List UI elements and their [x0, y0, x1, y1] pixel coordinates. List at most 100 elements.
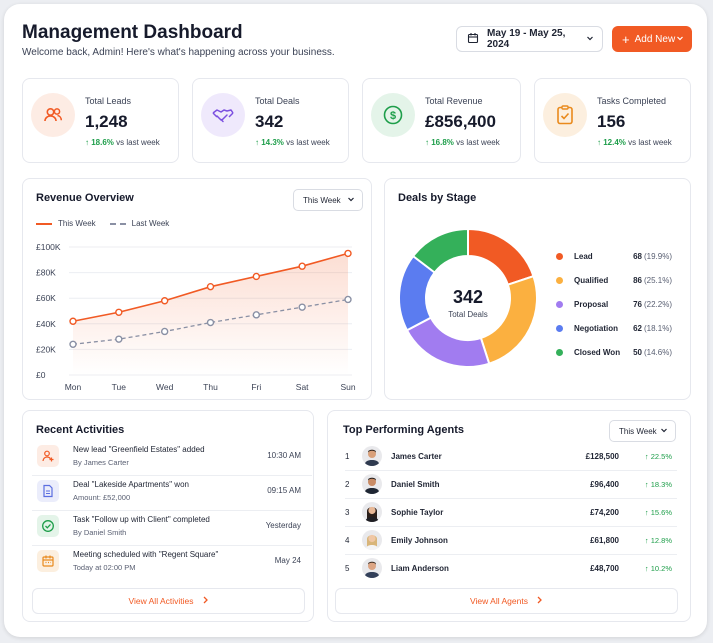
this-week-point: [115, 308, 123, 316]
stat-suffix: vs last week: [628, 138, 672, 147]
stage-pct: (22.2%): [643, 299, 672, 309]
donut-center-value: 342: [453, 287, 483, 307]
agent-row[interactable]: 3 Sophie Taylor £74,200 ↑ 15.6%: [345, 499, 677, 527]
date-range-picker[interactable]: May 19 - May 25, 2024: [456, 26, 603, 52]
activity-item[interactable]: Meeting scheduled with "Regent Square" T…: [32, 546, 312, 581]
agent-name: Sophie Taylor: [391, 508, 444, 517]
page-subtitle: Welcome back, Admin! Here's what's happe…: [22, 47, 335, 58]
agent-change-value: 10.2%: [650, 564, 672, 573]
legend-line-this-week: [36, 222, 52, 225]
agents-period-select[interactable]: This Week: [609, 420, 676, 442]
stat-suffix: vs last week: [456, 138, 500, 147]
legend-last-week: Last Week: [131, 219, 170, 228]
svg-text:$: $: [390, 110, 396, 122]
activities-title: Recent Activities: [36, 424, 125, 436]
stat-card-tasks-completed[interactable]: Tasks Completed 156 ↑ 12.4% vs last week: [534, 78, 691, 163]
donut-slice-qualified[interactable]: [479, 274, 538, 365]
avatar: [362, 502, 382, 522]
x-tick-label: Fri: [251, 382, 261, 392]
stat-card-total-deals[interactable]: Total Deals 342 ↑ 14.3% vs last week: [192, 78, 349, 163]
activity-item[interactable]: Task "Follow up with Client" completed B…: [32, 511, 312, 546]
agent-change: ↑ 15.6%: [645, 508, 672, 517]
agent-row[interactable]: 4 Emily Johnson £61,800 ↑ 12.8%: [345, 527, 677, 555]
stat-suffix: vs last week: [286, 138, 330, 147]
agent-amount: £128,500: [585, 452, 619, 461]
activity-item[interactable]: Deal "Lakeside Apartments" won Amount: £…: [32, 476, 312, 511]
stat-value: £856,400: [425, 112, 496, 131]
dollar-icon: $: [371, 93, 415, 137]
avatar: [362, 446, 382, 466]
deals-donut-chart: 342 Total Deals: [398, 227, 538, 368]
stage-name: Lead: [574, 251, 593, 261]
stat-card-total-revenue[interactable]: $ Total Revenue £856,400 ↑ 16.8% vs last…: [362, 78, 521, 163]
document-icon: [37, 480, 59, 502]
x-tick-label: Wed: [156, 382, 174, 392]
revenue-title: Revenue Overview: [36, 192, 134, 204]
last-week-point: [344, 295, 352, 304]
activity-title: Deal "Lakeside Apartments" won: [73, 480, 189, 489]
this-week-point: [344, 249, 352, 258]
activity-time: 09:15 AM: [267, 486, 301, 495]
activity-title: New lead "Greenfield Estates" added: [73, 445, 205, 454]
y-tick-label: £40K: [36, 319, 56, 329]
chevron-down-icon: [676, 34, 684, 45]
this-week-area: [73, 253, 348, 375]
activity-subtitle: Today at 02:00 PM: [73, 563, 136, 572]
stat-card-total-leads[interactable]: Total Leads 1,248 ↑ 18.6% vs last week: [22, 78, 179, 163]
agent-rank: 1: [345, 452, 350, 461]
deals-title: Deals by Stage: [398, 192, 477, 204]
arrow-up-icon: ↑: [644, 508, 651, 517]
view-all-activities-label: View All Activities: [128, 596, 194, 606]
stage-pct: (19.9%): [643, 251, 672, 261]
donut-slice-closed-won[interactable]: [411, 227, 469, 274]
avatar: [362, 530, 382, 550]
activity-title: Meeting scheduled with "Regent Square": [73, 550, 219, 559]
stat-value: 1,248: [85, 112, 128, 131]
revenue-line-chart: £0 £20K £40K £60K £80K £100K Mon Tue Wed Thu Fri Sa…: [36, 242, 356, 392]
chevron-down-icon: [586, 34, 594, 45]
arrow-up-icon: ↑: [85, 138, 92, 147]
y-tick-label: £20K: [36, 344, 56, 354]
donut-slice-lead[interactable]: [467, 227, 535, 286]
agent-name: James Carter: [391, 452, 442, 461]
agent-amount: £61,800: [590, 536, 619, 545]
agent-row[interactable]: 5 Liam Anderson £48,700 ↑ 10.2%: [345, 555, 677, 583]
top-agents-card: Top Performing Agents This Week View All…: [327, 410, 691, 622]
this-week-point: [160, 297, 169, 305]
y-tick-label: £100K: [36, 242, 61, 252]
avatar: [362, 474, 382, 494]
page-title: Management Dashboard: [22, 22, 243, 43]
avatar: [362, 558, 382, 578]
legend-item-qualified: Qualified 86 (25.1%): [556, 268, 672, 292]
revenue-period-label: This Week: [303, 195, 341, 205]
last-week-point: [206, 318, 215, 327]
stage-name: Proposal: [574, 299, 609, 309]
add-new-button[interactable]: + Add New: [612, 26, 692, 52]
agent-amount: £74,200: [590, 508, 619, 517]
revenue-period-select[interactable]: This Week: [293, 189, 363, 211]
x-tick-label: Mon: [65, 382, 82, 392]
view-all-activities-button[interactable]: View All Activities: [32, 588, 305, 614]
activity-item[interactable]: New lead "Greenfield Estates" added By J…: [32, 441, 312, 476]
view-all-agents-button[interactable]: View All Agents: [335, 588, 678, 614]
agent-row[interactable]: 2 Daniel Smith £96,400 ↑ 18.3%: [345, 471, 677, 499]
agent-change: ↑ 18.3%: [645, 480, 672, 489]
stat-trend: ↑ 12.4% vs last week: [597, 138, 672, 147]
y-tick-label: £80K: [36, 268, 56, 278]
stat-value: 342: [255, 112, 284, 131]
stat-label: Total Deals: [255, 96, 300, 106]
date-range-label: May 19 - May 25, 2024: [487, 28, 566, 50]
stage-pct: (14.6%): [643, 347, 672, 357]
deals-legend: Lead 68 (19.9%) Qualified 86 (25.1%) Proposa…: [556, 244, 672, 364]
agent-change: ↑ 10.2%: [645, 564, 672, 573]
agent-row[interactable]: 1 James Carter £128,500 ↑ 22.5%: [345, 443, 677, 471]
donut-slice-proposal[interactable]: [405, 316, 491, 368]
stat-label: Tasks Completed: [597, 96, 667, 106]
legend-item-lead: Lead 68 (19.9%): [556, 244, 672, 268]
activity-subtitle: By James Carter: [73, 458, 129, 467]
legend-dot: [556, 276, 563, 284]
agents-title: Top Performing Agents: [343, 424, 464, 436]
last-week-point: [115, 335, 123, 343]
agent-amount: £96,400: [590, 480, 619, 489]
handshake-icon: [201, 93, 245, 137]
